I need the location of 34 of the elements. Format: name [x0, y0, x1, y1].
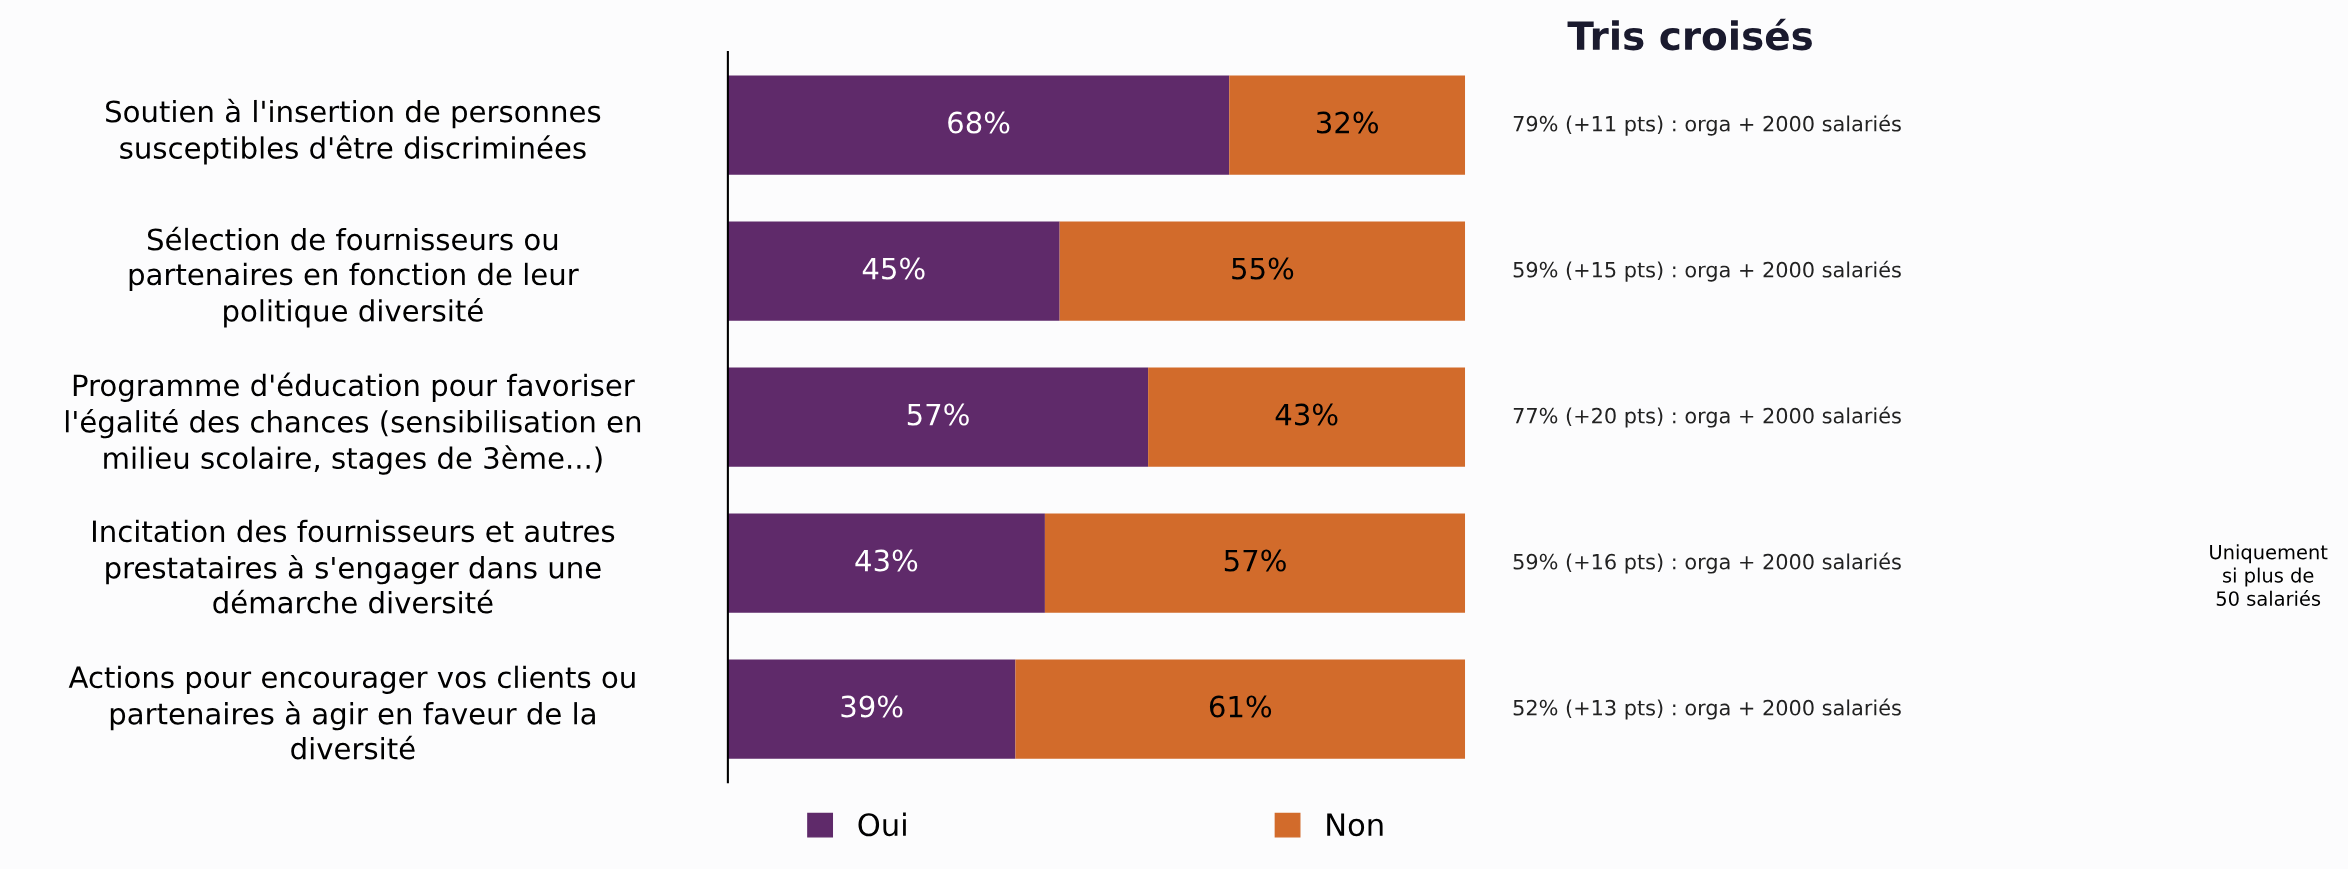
data-label: 45%: [862, 257, 925, 280]
y-tick-label: Sélection de fournisseurs ou partenaires en fonction de leur politique diversité: [129, 226, 579, 328]
text: 59% (+16 pts) : orga + 2000 salariés: [1513, 552, 1901, 574]
y-tick-label: Incitation des fournisseurs et autres prestataires à s'engager dans une démarche diversité: [93, 519, 615, 614]
data-label: 57%: [907, 403, 969, 426]
bar: [727, 513, 1045, 613]
y-tick-label: Actions pour encourager vos clients ou partenaires à agir en faveur de la diversité: [68, 665, 635, 760]
text: Tris croisés: [1567, 18, 1812, 51]
data-label: 39%: [841, 695, 903, 718]
legend-label: Non: [1327, 813, 1383, 837]
data-label: 68%: [948, 111, 1010, 134]
data-label: 57%: [1224, 549, 1286, 572]
data-label: 55%: [1232, 257, 1294, 280]
bar: [727, 367, 1149, 467]
legend-label: Oui: [858, 812, 906, 837]
data-label: 61%: [1209, 695, 1272, 718]
text: 52% (+13 pts) : orga + 2000 salariés: [1513, 698, 1901, 720]
text: 59% (+15 pts) : orga + 2000 salariés: [1513, 260, 1901, 282]
bar: [727, 659, 1016, 759]
bar: [727, 221, 1060, 321]
text: 79% (+11 pts) : orga + 2000 salariés: [1513, 114, 1901, 136]
data-label: 43%: [855, 549, 918, 572]
text: Uniquement si plus de 50 salariés: [2210, 544, 2328, 606]
bar: [1229, 75, 1466, 175]
text: 77% (+20 pts) : orga + 2000 salariés: [1513, 406, 1901, 428]
bar: [1015, 659, 1466, 759]
data-label: 32%: [1317, 111, 1378, 134]
bar: [1044, 513, 1466, 613]
bar: [1059, 221, 1466, 321]
y-tick-label: Soutien à l'insertion de personnes susceptibles d'être discriminées: [106, 98, 601, 165]
bar: [1148, 367, 1466, 467]
y-tick-label: Programme d'éducation pour favoriser l'égalité des chances (sensibilisation en milieu scolaire, stages de 3ème...): [65, 372, 641, 475]
data-label: 43%: [1275, 403, 1338, 426]
bar: [727, 75, 1230, 175]
